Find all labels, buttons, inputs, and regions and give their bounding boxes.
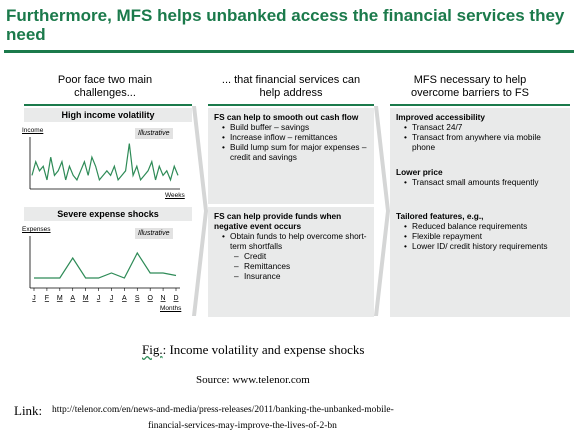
chevron-right-icon	[192, 106, 208, 316]
link-label: Link:	[14, 403, 43, 418]
middle-top-block: FS can help to smooth out cash flow Buil…	[214, 112, 370, 162]
right-bullet: Lower ID/ credit history requirements	[404, 241, 566, 251]
expense-month-label: O	[147, 295, 153, 302]
expense-month-label: M	[83, 295, 89, 302]
middle-top-bullet: Increase inflow – remittances	[222, 132, 370, 142]
right-section-2: Lower price Transact small amounts frequ…	[396, 167, 566, 187]
column-rule-middle	[208, 104, 374, 106]
right-bullet: Reduced balance requirements	[404, 221, 566, 231]
band-income	[24, 108, 192, 122]
expense-xlabel: Months	[160, 305, 182, 312]
middle-top-heading: FS can help to smooth out cash flow	[214, 112, 359, 122]
middle-bottom-subitem: Remittances	[234, 261, 370, 271]
expense-month-label: F	[45, 295, 49, 302]
right-bullet: Transact 24/7	[404, 122, 566, 132]
expense-month-label: J	[97, 295, 101, 302]
figure-text: : Income volatility and expense shocks	[162, 342, 365, 357]
income-xlabel: Weeks	[165, 192, 185, 199]
expense-month-label: N	[161, 295, 166, 302]
column-header-fs: ... that financial services can help add…	[221, 74, 361, 99]
middle-bottom-subitem: Credit	[234, 251, 370, 261]
source-line: Source: www.telenor.com	[196, 374, 310, 386]
expense-illustrative-tag: Illustrative	[135, 228, 173, 239]
middle-bottom-block: FS can help provide funds when negative …	[214, 211, 370, 281]
middle-top-bullet: Build lump sum for major expenses – cred…	[222, 142, 370, 162]
right-bullet: Flexible repayment	[404, 231, 566, 241]
income-illustrative-tag: Illustrative	[135, 128, 173, 139]
band-income-label: High income volatility	[61, 110, 155, 120]
expense-month-label: A	[122, 295, 127, 302]
income-ylabel: Income	[22, 127, 44, 134]
slide-title: Furthermore, MFS helps unbanked access t…	[6, 6, 565, 44]
expense-month-label: J	[32, 295, 36, 302]
band-expense	[24, 207, 192, 221]
right-heading: Improved accessibility	[396, 112, 486, 122]
right-bullet: Transact small amounts frequently	[404, 177, 566, 187]
middle-top-bullet: Build buffer – savings	[222, 122, 370, 132]
right-bullet: Transact from anywhere via mobile phone	[404, 132, 566, 152]
column-rule-left	[24, 104, 192, 106]
column-header-challenges: Poor face two main challenges...	[57, 74, 153, 99]
middle-bottom-heading: FS can help provide funds when negative …	[214, 211, 342, 231]
chevron-right-icon	[374, 106, 390, 316]
link-line-1[interactable]: http://telenor.com/en/news-and-media/pre…	[52, 405, 394, 415]
middle-bottom-bullet: Obtain funds to help overcome short-term…	[222, 231, 370, 251]
right-heading: Tailored features, e.g.,	[396, 211, 484, 221]
expense-month-label: D	[173, 295, 178, 302]
income-series-line	[31, 143, 179, 182]
figure-label: Fig.	[142, 342, 163, 357]
expense-month-label: S	[135, 295, 140, 302]
expense-month-label: M	[57, 295, 63, 302]
column-rule-right	[390, 104, 570, 106]
expense-series-line	[34, 251, 177, 279]
expense-month-label: J	[110, 295, 114, 302]
link-line-2[interactable]: financial-services-may-improve-the-lives…	[148, 421, 337, 431]
right-section-3: Tailored features, e.g., Reduced balance…	[396, 211, 566, 251]
right-section-1: Improved accessibility Transact 24/7 Tra…	[396, 112, 566, 152]
column-header-mfs: MFS necessary to help overcome barriers …	[411, 74, 529, 99]
expense-month-label: A	[70, 295, 75, 302]
band-expense-label: Severe expense shocks	[57, 209, 159, 219]
right-heading: Lower price	[396, 167, 443, 177]
figure-caption: Fig.: Income volatility and expense shoc…	[142, 342, 364, 358]
expense-ylabel: Expenses	[22, 226, 51, 233]
income-chart	[29, 137, 180, 190]
middle-bottom-subitem: Insurance	[234, 271, 370, 281]
title-rule	[4, 50, 574, 53]
